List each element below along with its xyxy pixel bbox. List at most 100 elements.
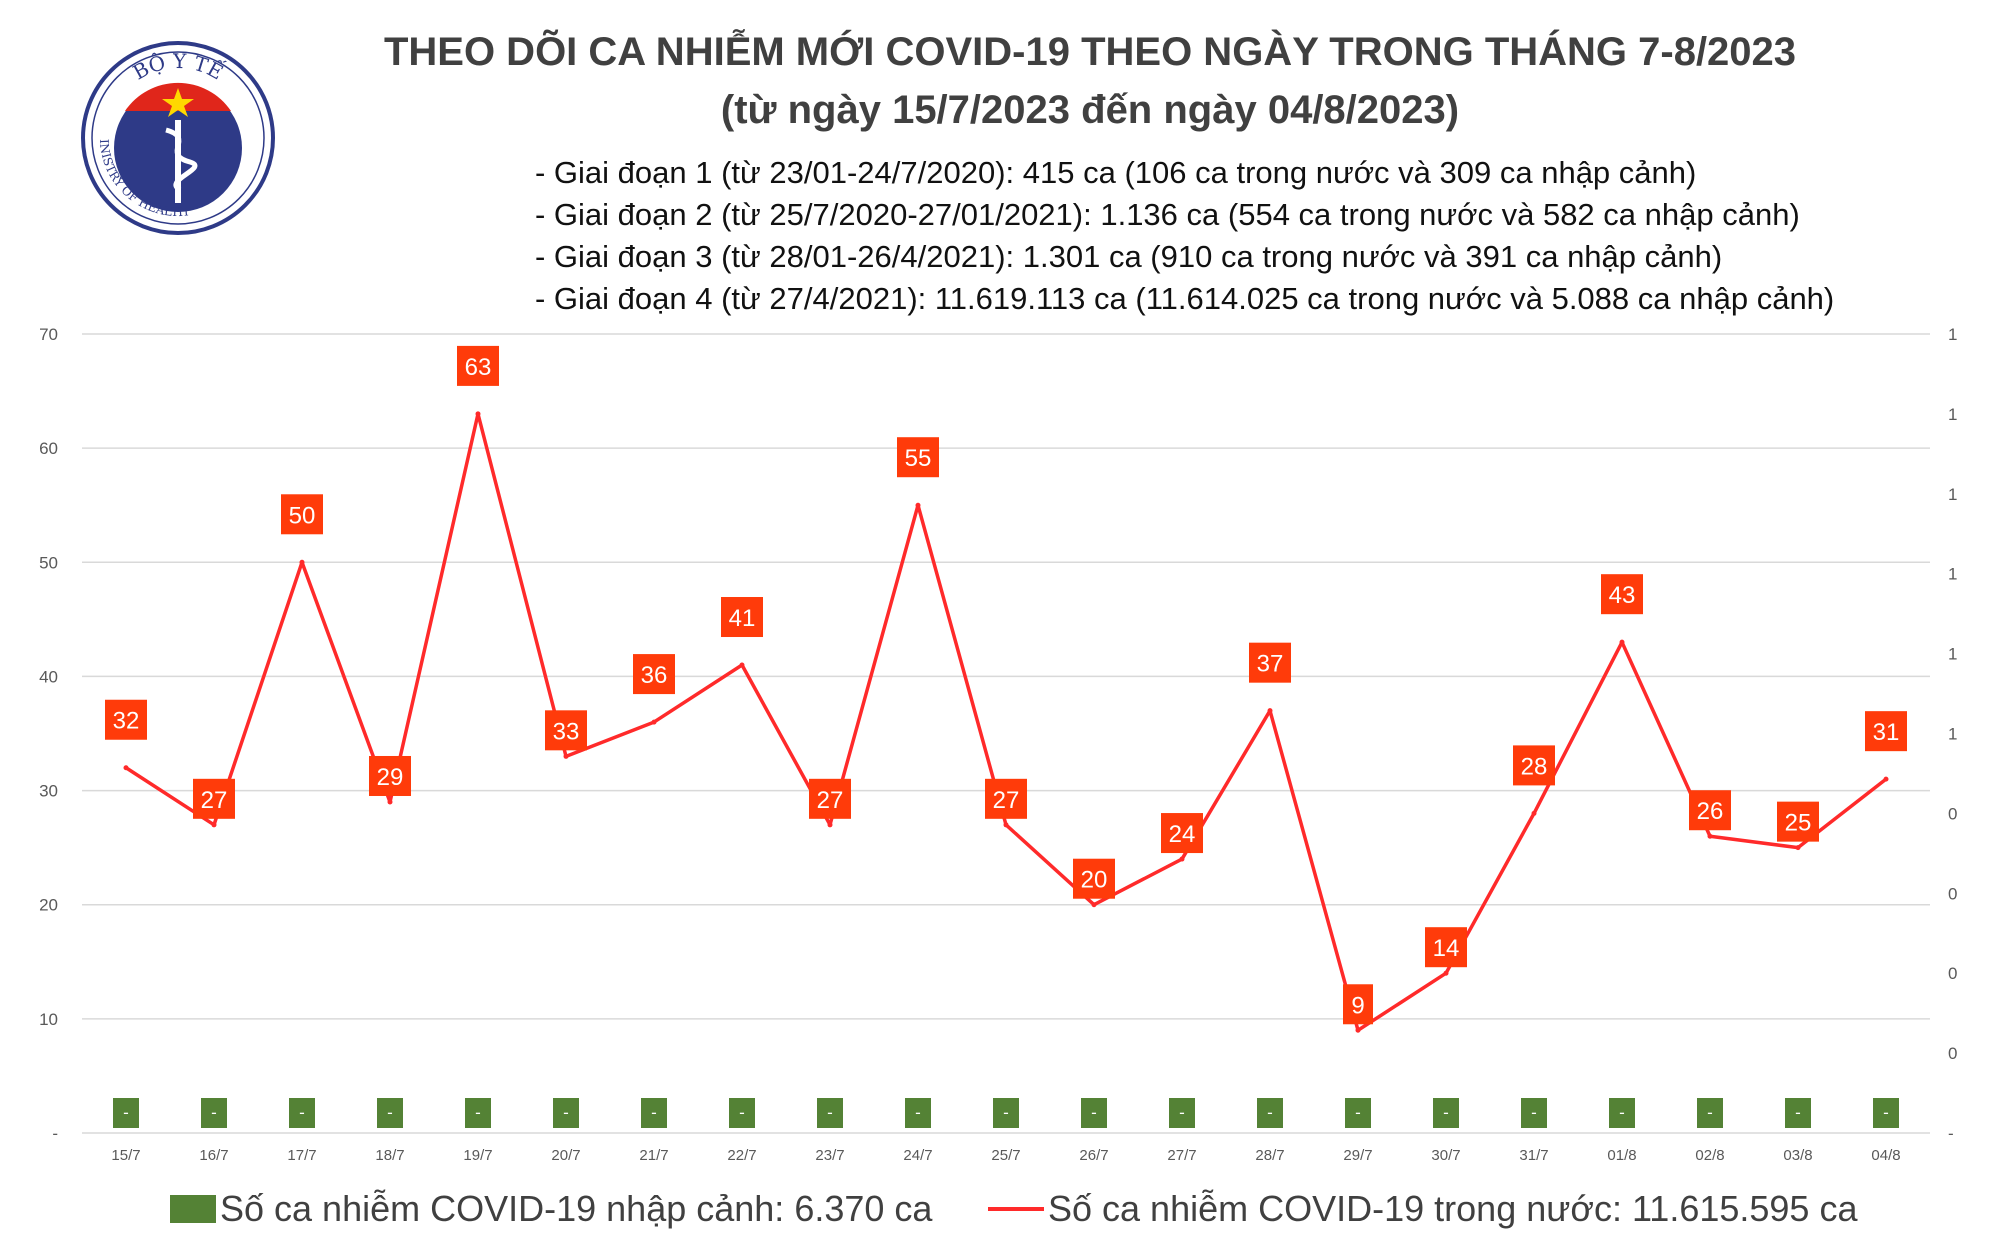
domestic-label-box — [1865, 711, 1907, 752]
domestic-data-label: 32 — [113, 708, 140, 735]
import-data-label: - — [1531, 1103, 1537, 1122]
import-data-label: - — [827, 1103, 833, 1122]
domestic-label-box — [1249, 642, 1291, 683]
import-bar-marker — [1433, 1098, 1459, 1128]
domestic-data-label: 43 — [1609, 582, 1636, 609]
import-data-label: - — [651, 1103, 657, 1122]
chart-title: THEO DÕI CA NHIỄM MỚI COVID-19 THEO NGÀY… — [383, 30, 1797, 74]
import-data-label: - — [563, 1103, 569, 1122]
chart-subtitle: (từ ngày 15/7/2023 đến ngày 04/8/2023) — [720, 88, 1460, 132]
x-tick-label: 30/7 — [1431, 1147, 1460, 1164]
domestic-data-label: 55 — [905, 445, 932, 472]
x-tick-label: 19/7 — [463, 1147, 492, 1164]
domestic-data-point — [1267, 708, 1273, 714]
x-tick-label: 18/7 — [375, 1147, 404, 1164]
domestic-data-point — [1443, 970, 1449, 976]
domestic-label-box — [809, 778, 851, 819]
phase-notes: - Giai đoạn 1 (từ 23/01-24/7/2020): 415 … — [535, 152, 1834, 320]
x-tick-label: 29/7 — [1343, 1147, 1372, 1164]
x-tick-label: 22/7 — [727, 1147, 756, 1164]
y2-tick-label: 0 — [1948, 884, 1957, 903]
domestic-label-box — [105, 699, 147, 740]
phase-note-1: - Giai đoạn 1 (từ 23/01-24/7/2020): 415 … — [535, 155, 1697, 190]
domestic-label-box — [721, 597, 763, 638]
domestic-data-label: 33 — [553, 718, 580, 745]
domestic-data-label: 29 — [377, 764, 404, 791]
x-tick-label: 24/7 — [903, 1147, 932, 1164]
import-bar-marker — [1609, 1098, 1635, 1128]
y2-tick-label: 1 — [1948, 405, 1957, 424]
legend-bar-swatch — [170, 1195, 216, 1223]
legend-import-label: Số ca nhiễm COVID-19 nhập cảnh: 6.370 ca — [220, 1188, 933, 1229]
domestic-data-point — [563, 753, 569, 759]
domestic-data-point — [1003, 822, 1009, 828]
domestic-data-point — [1707, 833, 1713, 839]
legend-item-import: Số ca nhiễm COVID-19 nhập cảnh: 6.370 ca — [170, 1188, 932, 1230]
import-data-label: - — [211, 1103, 217, 1122]
domestic-data-point — [827, 822, 833, 828]
domestic-data-point — [1619, 639, 1625, 645]
import-data-label: - — [1091, 1103, 1097, 1122]
domestic-label-box — [1513, 745, 1555, 786]
import-data-label: - — [1003, 1103, 1009, 1122]
domestic-data-point — [211, 822, 217, 828]
import-bar-marker — [641, 1098, 667, 1128]
domestic-label-box — [1777, 801, 1819, 842]
domestic-data-label: 37 — [1257, 651, 1284, 678]
x-tick-label: 26/7 — [1079, 1147, 1108, 1164]
x-tick-label: 03/8 — [1783, 1147, 1812, 1164]
ministry-of-health-logo: BỘ Y TẾ MINISTRY OF HEALTH — [78, 38, 275, 235]
domestic-data-label: 9 — [1351, 992, 1364, 1019]
y2-tick-label: 0 — [1948, 804, 1957, 823]
domestic-label-box — [1601, 574, 1643, 615]
import-bar-marker — [905, 1098, 931, 1128]
y-tick-label: 30 — [39, 782, 58, 801]
domestic-data-label: 36 — [641, 662, 668, 689]
import-data-label: - — [915, 1103, 921, 1122]
domestic-data-label: 20 — [1081, 867, 1108, 894]
import-bar-marker — [289, 1098, 315, 1128]
y2-tick-label: - — [1948, 1124, 1954, 1143]
domestic-label-box — [1343, 984, 1373, 1025]
import-bar-marker — [201, 1098, 227, 1128]
domestic-data-label: 28 — [1521, 753, 1548, 780]
import-data-label: - — [739, 1103, 745, 1122]
domestic-data-label: 63 — [465, 354, 492, 381]
legend-domestic-label: Số ca nhiễm COVID-19 trong nước: 11.615.… — [1048, 1188, 1858, 1229]
domestic-data-label: 27 — [817, 787, 844, 814]
domestic-label-box — [193, 778, 235, 819]
import-bar-marker — [1345, 1098, 1371, 1128]
y2-tick-label: 1 — [1948, 325, 1957, 344]
domestic-data-point — [1531, 810, 1537, 816]
domestic-data-point — [1091, 902, 1097, 908]
import-data-label: - — [1267, 1103, 1273, 1122]
x-tick-label: 01/8 — [1607, 1147, 1636, 1164]
x-tick-label: 04/8 — [1871, 1147, 1900, 1164]
domestic-data-point — [1883, 776, 1889, 782]
y2-tick-label: 0 — [1948, 1044, 1957, 1063]
y2-tick-label: 1 — [1948, 725, 1957, 744]
domestic-data-point — [387, 799, 393, 805]
import-data-label: - — [1443, 1103, 1449, 1122]
domestic-data-point — [123, 765, 129, 771]
y-tick-label: - — [52, 1124, 58, 1143]
domestic-data-point — [651, 719, 657, 725]
import-bar-marker — [1257, 1098, 1283, 1128]
import-bar-marker — [1697, 1098, 1723, 1128]
domestic-series-line — [125, 412, 1888, 1033]
import-bar-marker — [817, 1098, 843, 1128]
phase-note-3: - Giai đoạn 3 (từ 28/01-26/4/2021): 1.30… — [535, 239, 1723, 274]
x-tick-label: 02/8 — [1695, 1147, 1724, 1164]
legend-line-swatch — [988, 1207, 1044, 1211]
import-bar-marker — [1873, 1098, 1899, 1128]
y-tick-label: 10 — [39, 1010, 58, 1029]
domestic-label-box — [545, 710, 587, 751]
domestic-label-box — [633, 654, 675, 695]
import-data-label: - — [1883, 1103, 1889, 1122]
import-bar-marker — [993, 1098, 1019, 1128]
import-data-label: - — [475, 1103, 481, 1122]
x-tick-label: 31/7 — [1519, 1147, 1548, 1164]
legend-item-domestic: Số ca nhiễm COVID-19 trong nước: 11.615.… — [988, 1188, 1857, 1230]
domestic-label-box — [281, 494, 323, 535]
